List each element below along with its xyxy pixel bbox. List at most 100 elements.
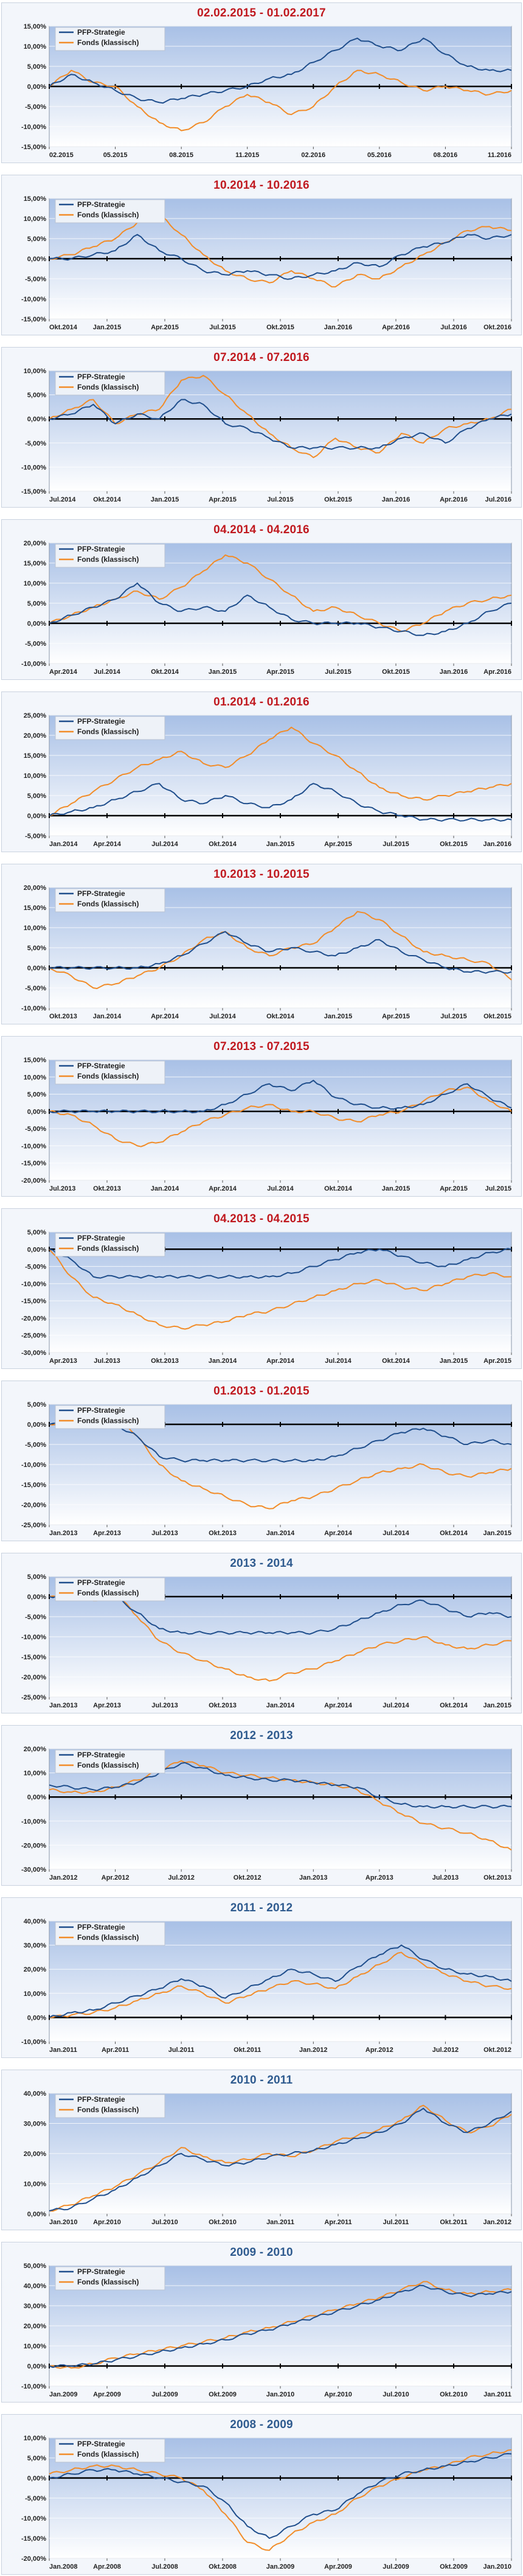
x-tick-label: Okt.2011 (234, 2046, 261, 2054)
chart-title: 2011 - 2012 (230, 1902, 293, 1914)
legend-label: PFP-Strategie (77, 1234, 125, 1242)
chart-title: 01.2014 - 01.2016 (213, 696, 310, 709)
x-tick-label: Jan.2011 (483, 2391, 511, 2398)
legend-label: Fonds (klassisch) (77, 1589, 139, 1597)
legend-label: PFP-Strategie (77, 889, 125, 898)
chart-title: 2012 - 2013 (230, 1729, 293, 1742)
x-tick-label: Apr.2013 (93, 1702, 121, 1709)
x-tick-label: Apr.2016 (483, 668, 511, 676)
x-tick-label: Okt.2009 (440, 2563, 468, 2571)
x-tick-label: Jan.2015 (151, 496, 179, 503)
legend-label: PFP-Strategie (77, 1751, 125, 1759)
y-tick-label: 5,00% (27, 1091, 46, 1099)
y-tick-label: 15,00% (24, 905, 47, 912)
x-tick-label: Jul.2011 (383, 2219, 409, 2226)
series-line-fonds (49, 1087, 512, 1147)
y-tick-label: 50,00% (24, 2263, 47, 2270)
x-tick-label: Jan.2016 (324, 324, 352, 331)
series-line-pfp (49, 1422, 512, 1463)
line-chart: 15,00% 10,00% 5,00% 0,00% -5,00% -10,00% -15,0… (21, 23, 512, 159)
chart-panel-2: 10.2014 - 10.2016 15,00% 10,00% 5,00% 0,00% -… (1, 175, 522, 335)
legend-label: Fonds (klassisch) (77, 383, 139, 391)
y-tick-label: 5,00% (27, 793, 46, 800)
x-tick-label: Apr.2014 (93, 841, 122, 848)
x-tick-label: Apr.2015 (266, 668, 294, 676)
line-chart: 20,00% 15,00% 10,00% 5,00% 0,00% -5,00% -10,00… (21, 884, 512, 1020)
x-tick-label: Apr.2014 (266, 1357, 295, 1365)
y-tick-label: 15,00% (24, 560, 47, 567)
chart-panel-11: 2012 - 2013 20,00% 10,00% 0,00% -10,00% -20,0… (1, 1725, 522, 1886)
y-tick-label: 5,00% (27, 1229, 46, 1236)
x-tick-label: Jul.2015 (209, 324, 235, 331)
line-chart: 40,00% 30,00% 20,00% 10,00% 0,00%Jan.2010 Apr… (24, 2090, 512, 2226)
x-tick-label: Okt.2010 (440, 2391, 468, 2398)
x-tick-label: Jan.2014 (266, 1702, 295, 1709)
chart-panel-13: 2010 - 2011 40,00% 30,00% 20,00% 10,00% 0,00%… (1, 2070, 522, 2230)
y-tick-label: 5,00% (27, 1401, 46, 1409)
x-tick-label: Apr.2013 (365, 1874, 393, 1881)
x-tick-label: Jan.2015 (483, 1530, 511, 1537)
x-tick-label: Jan.2012 (483, 2219, 511, 2226)
x-tick-label: Okt.2014 (440, 1702, 468, 1709)
x-tick-label: Jan.2014 (93, 1013, 122, 1020)
x-tick-label: Jul.2014 (325, 1357, 352, 1365)
y-tick-label: -10,00% (21, 2515, 46, 2522)
series-line-pfp (49, 1762, 512, 1809)
x-tick-label: Jul.2013 (151, 1530, 178, 1537)
legend-box (55, 1060, 165, 1085)
y-tick-label: 20,00% (24, 732, 47, 740)
series-line-fonds (49, 69, 512, 131)
x-tick-label: Jul.2014 (383, 1702, 409, 1709)
x-tick-label: Apr.2016 (382, 324, 410, 331)
legend-box (55, 1233, 165, 1257)
y-tick-label: 20,00% (24, 1746, 47, 1753)
y-tick-label: 5,00% (27, 600, 46, 607)
chart-panel-7: 07.2013 - 07.2015 15,00% 10,00% 5,00% 0,00% -… (1, 1036, 522, 1197)
y-tick-label: 30,00% (24, 2121, 47, 2128)
series-line-pfp (49, 1248, 512, 1279)
x-tick-label: Okt.2014 (93, 496, 122, 503)
x-tick-label: Okt.2015 (382, 668, 410, 676)
x-tick-label: Okt.2015 (483, 1013, 511, 1020)
y-tick-label: 10,00% (24, 215, 47, 223)
legend-label: PFP-Strategie (77, 2440, 125, 2448)
legend-label: Fonds (klassisch) (77, 1761, 139, 1769)
y-tick-label: 0,00% (27, 416, 46, 423)
chart-panel-3: 07.2014 - 07.2016 10,00% 5,00% 0,00% -5,00% -… (1, 347, 522, 508)
chart-title: 04.2014 - 04.2016 (213, 523, 310, 536)
x-tick-label: Jul.2014 (94, 668, 120, 676)
x-tick-label: Okt.2011 (440, 2219, 467, 2226)
line-chart: 5,00% 0,00% -5,00% -10,00% -15,00% -20,00% -25… (21, 1573, 512, 1709)
y-tick-label: 0,00% (27, 813, 46, 820)
legend-label: Fonds (klassisch) (77, 2278, 139, 2286)
line-chart: 15,00% 10,00% 5,00% 0,00% -5,00% -10,00% -15,0… (21, 1057, 512, 1192)
y-tick-label: -5,00% (25, 640, 46, 648)
y-tick-label: -15,00% (21, 488, 46, 495)
x-tick-label: Okt.2012 (483, 2046, 511, 2054)
x-tick-label: Apr.2010 (93, 2219, 121, 2226)
y-tick-label: 5,00% (27, 392, 46, 399)
x-tick-label: Okt.2013 (151, 1357, 179, 1365)
y-tick-label: -10,00% (21, 1281, 46, 1288)
legend-label: PFP-Strategie (77, 1578, 125, 1587)
y-tick-label: -15,00% (21, 316, 46, 323)
x-tick-label: Okt.2013 (93, 1185, 121, 1192)
y-tick-label: 0,00% (27, 2211, 46, 2218)
x-tick-label: Apr.2015 (324, 841, 352, 848)
y-tick-label: 30,00% (24, 1942, 47, 1950)
x-tick-label: Okt.2015 (324, 496, 352, 503)
y-tick-label: -15,00% (21, 1160, 46, 1167)
y-tick-label: 15,00% (24, 195, 47, 203)
series-line-pfp (49, 931, 512, 974)
y-tick-label: -15,00% (21, 2535, 46, 2543)
x-tick-label: Apr.2015 (440, 1185, 468, 1192)
x-tick-label: Jan.2008 (49, 2563, 77, 2571)
x-tick-label: Okt.2008 (209, 2563, 237, 2571)
series-line-fonds (49, 726, 512, 816)
x-tick-label: Apr.2008 (93, 2563, 121, 2571)
